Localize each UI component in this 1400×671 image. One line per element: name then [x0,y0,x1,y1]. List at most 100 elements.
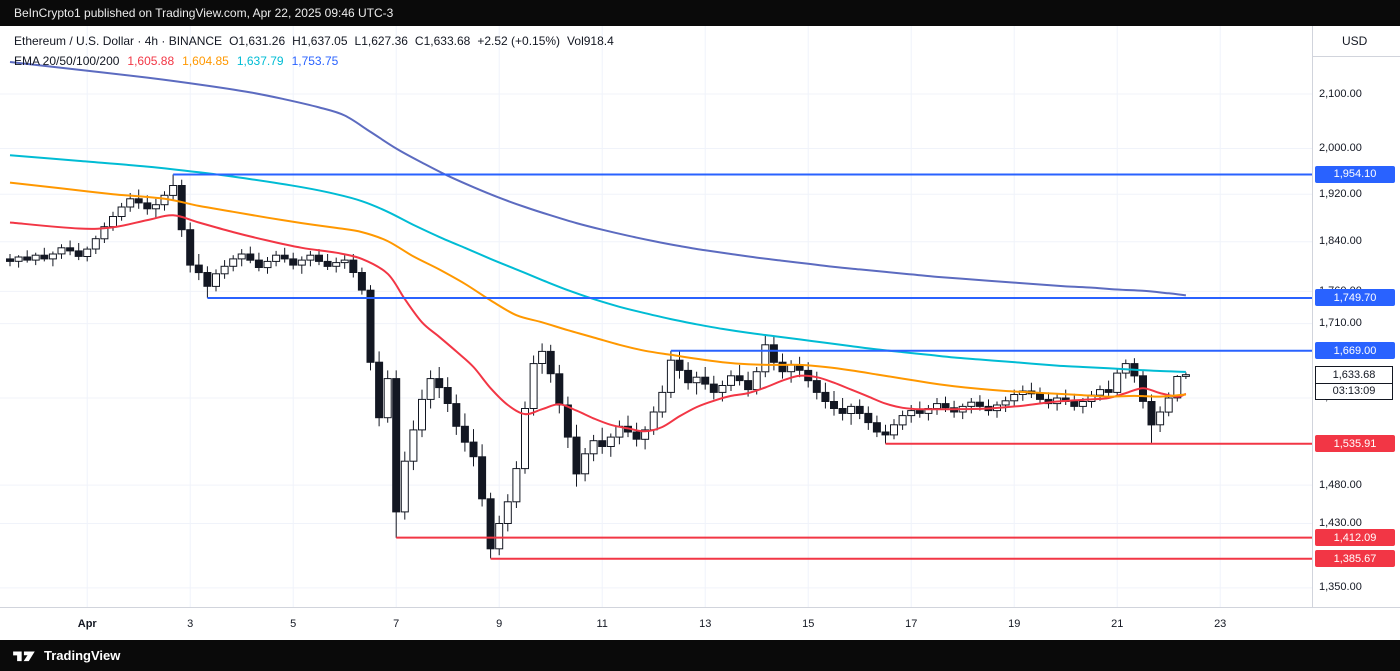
candle [1001,396,1010,412]
candle [177,179,186,237]
ema-50-line [9,181,1186,398]
price-axis-label: 1,840.00 [1319,235,1362,248]
currency-selector[interactable]: USD [1313,26,1400,57]
candle [57,244,66,259]
candle [933,398,941,415]
candle [315,249,323,266]
candle [658,385,667,418]
candle [289,252,298,270]
candle [383,370,392,423]
time-axis-label: 13 [699,618,712,630]
candle [66,240,75,256]
candle [572,424,581,487]
candle [1018,385,1027,401]
levels-layer [173,173,1312,560]
level-price-badge: 1,669.00 [1315,342,1395,360]
attribution-bar: BeInCrypto1 published on TradingView.com… [0,0,1400,26]
price-axis[interactable]: USD 1,633.68 03:13:09 2,100.00 2,000.00 1,… [1312,26,1400,607]
candle [151,198,160,218]
candle [581,448,590,482]
time-axis-label: 9 [496,618,503,630]
candle [1113,369,1122,397]
candle [443,377,452,412]
candle [701,367,710,390]
price-axis-label: 1,350.00 [1319,581,1362,594]
price-chart[interactable] [0,26,1312,607]
price-axis-label: 2,100.00 [1319,87,1362,100]
candle-countdown: 03:13:09 [1315,383,1393,400]
candle [194,254,203,281]
candle [855,399,864,420]
candle [546,344,555,383]
candle [692,371,701,395]
time-axis[interactable]: Apr 3 5 7 9 11 13 15 17 19 21 23 [0,607,1400,640]
footer-bar: TradingView [0,640,1400,671]
candle [872,415,881,438]
currency-label: USD [1342,34,1368,48]
candle [924,405,933,421]
candle [31,252,40,266]
candle [186,222,195,273]
candle [452,394,461,435]
price-axis-label: 1,480.00 [1319,478,1362,491]
candle [254,252,263,272]
candle [778,353,787,379]
time-axis-label: 17 [905,618,918,630]
candle [40,247,49,262]
candle [1061,389,1070,405]
candle [830,391,838,416]
candle [606,433,615,457]
candle [340,255,349,269]
candle [435,367,444,398]
candle [761,335,770,378]
ema-layer [9,61,1187,433]
candle [555,364,564,414]
tradingview-logo-icon[interactable] [12,648,37,664]
attribution-text: BeInCrypto1 published on TradingView.com… [14,6,394,20]
candle [1044,392,1053,409]
candle [615,420,624,445]
candle [967,398,976,414]
tradingview-wordmark[interactable]: TradingView [44,648,121,663]
candle [563,396,572,448]
candle [529,355,538,416]
candle [495,515,504,556]
candle [366,285,375,371]
candle [134,189,143,209]
candle [1156,406,1165,432]
candle [203,266,212,298]
price-axis-label: 1,710.00 [1319,317,1362,330]
candle [263,257,272,274]
candle [1147,394,1156,443]
time-axis-label: 5 [290,618,297,630]
candle [632,422,641,447]
candle [538,343,547,374]
candle [392,370,401,538]
level-price-badge: 1,954.10 [1315,165,1395,183]
chart-panel: Ethereum / U.S. Dollar · 4h · BINANCE O1,… [0,26,1400,640]
candle [169,174,178,200]
ema-20-line [9,214,1187,433]
candle [486,492,495,559]
candle [272,250,281,267]
level-price-badge: 1,412.09 [1315,529,1395,547]
candle [357,267,366,295]
candle [409,420,418,471]
candle [1036,387,1044,404]
candle [684,362,693,390]
candle [847,403,856,425]
candle [624,415,632,438]
candle [993,401,1001,418]
candle [1181,372,1190,379]
candle [418,389,426,438]
time-axis-label: 19 [1008,618,1021,630]
candle [1027,382,1036,398]
candle [521,401,529,474]
price-axis-label: 1,920.00 [1319,187,1362,200]
ema-100-line [9,154,1186,373]
time-axis-label: Apr [77,618,97,630]
candle [478,444,487,507]
candle [323,254,332,270]
candle [375,351,384,427]
candle [23,250,32,263]
